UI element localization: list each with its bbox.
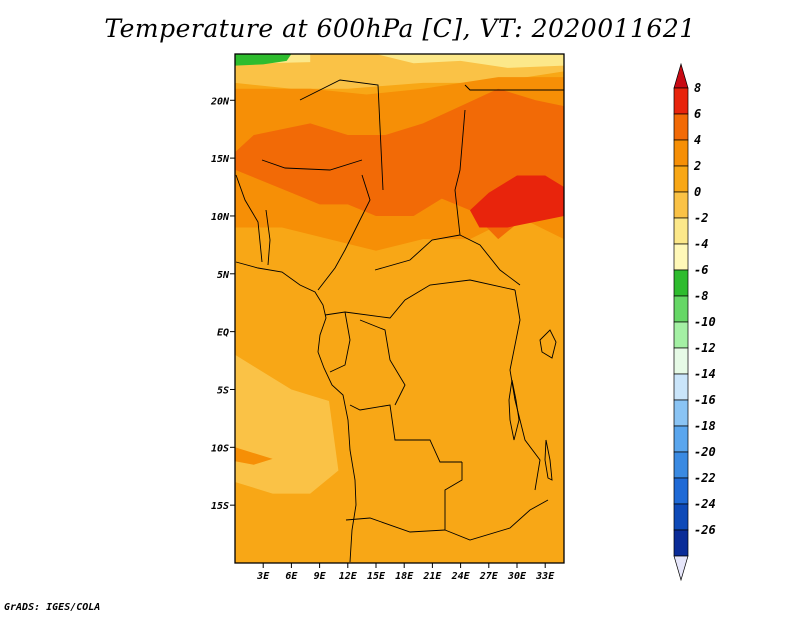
colorbar-label: -6 — [694, 263, 708, 277]
border-drc-west — [359, 319, 406, 406]
region-north-cold — [235, 54, 292, 66]
coastline — [235, 261, 357, 563]
colorbar-swatch — [673, 425, 689, 453]
colorbar-label: -10 — [694, 315, 716, 329]
y-tick-label: 10S — [211, 443, 229, 454]
colorbar-label: -2 — [694, 211, 708, 225]
border-cameroon — [317, 174, 371, 291]
colorbar-label: 6 — [694, 107, 701, 121]
border-drc-east — [509, 289, 541, 491]
border-nigeria-niger — [261, 159, 363, 171]
border-niger-libya — [299, 79, 384, 191]
colorbar-under-arrow — [673, 555, 689, 582]
region-north-cool-2 — [376, 54, 564, 68]
colorbar-swatch — [673, 529, 689, 557]
border-gabon — [329, 311, 351, 373]
border-benin — [265, 209, 271, 266]
colorbar-swatch — [673, 243, 689, 271]
y-tick-label: 5N — [217, 270, 230, 281]
colorbar-swatch — [673, 191, 689, 219]
colorbar-swatch — [673, 399, 689, 427]
colorbar-swatch — [673, 165, 689, 193]
x-tick-label: 30E — [507, 571, 527, 582]
axis-ticks: 3E 6E 9E 12E 15E 18E 21E 24E 27E 30E 33E 20N 15N 10N 5… — [210, 96, 555, 582]
x-tick-label: 3E — [256, 571, 270, 582]
colorbar-label: -4 — [694, 237, 708, 251]
region-sudan-hot — [470, 175, 564, 228]
colorbar-label: -18 — [694, 419, 716, 433]
lake-tanganyika — [508, 379, 520, 441]
colorbar-label: 8 — [694, 81, 701, 95]
colorbar-swatch — [673, 451, 689, 479]
x-tick-label: 15E — [367, 571, 386, 582]
colorbar-label: 0 — [694, 185, 701, 199]
y-tick-label: 20N — [210, 96, 230, 107]
colorbar-label: -16 — [694, 393, 716, 407]
border-car — [374, 234, 461, 271]
country-borders — [235, 79, 564, 563]
colorbar-swatch — [673, 321, 689, 349]
colorbar-label: -12 — [694, 341, 716, 355]
colorbar-swatch — [673, 347, 689, 375]
plot-frame — [234, 53, 565, 564]
grads-credit: GrADS: IGES/COLA — [4, 602, 101, 613]
colorbar-label: -26 — [694, 523, 716, 537]
x-tick-label: 33E — [535, 571, 555, 582]
chart-title: Temperature at 600hPa [C], VT: 202001162… — [104, 14, 696, 43]
colorbar-swatch — [673, 113, 689, 141]
border-mali — [235, 174, 263, 263]
colorbar: 8 6 4 2 0 -2 -4 -6 -8 -10 -12 -14 -16 -18 -20 -22 -24 -26 — [673, 62, 716, 582]
colorbar-swatch — [673, 295, 689, 323]
lake-east — [539, 329, 557, 359]
y-tick-label: 10N — [211, 212, 230, 223]
border-zambia — [444, 462, 549, 541]
y-tick-label: 15S — [211, 501, 229, 512]
colorbar-label: 2 — [693, 159, 701, 173]
colorbar-label: -8 — [694, 289, 708, 303]
y-tick-label: EQ — [217, 328, 229, 339]
border-angola-north — [349, 404, 462, 463]
colorbar-swatch — [673, 217, 689, 245]
x-tick-label: 27E — [479, 571, 499, 582]
colorbar-label: -20 — [694, 445, 716, 459]
region-angola-warm — [235, 447, 273, 465]
colorbar-swatch — [673, 503, 689, 531]
x-tick-label: 18E — [395, 571, 414, 582]
colorbar-swatch — [673, 87, 689, 115]
colorbar-label: -24 — [694, 497, 716, 511]
border-libya-egypt — [464, 84, 564, 91]
x-tick-label: 9E — [314, 571, 327, 582]
colorbar-swatch — [673, 269, 689, 297]
colorbar-swatch — [673, 477, 689, 505]
lake-malawi — [544, 439, 553, 481]
temperature-field — [235, 54, 564, 563]
y-tick-label: 5S — [217, 385, 229, 396]
colorbar-label: 4 — [694, 133, 701, 147]
x-tick-label: 24E — [451, 571, 471, 582]
colorbar-label: -22 — [694, 471, 716, 485]
colorbar-swatch — [673, 373, 689, 401]
colorbar-over-arrow — [673, 62, 689, 89]
colorbar-label: -14 — [694, 367, 716, 381]
y-tick-label: 15N — [211, 154, 230, 165]
x-tick-label: 12E — [339, 571, 358, 582]
border-angola-south — [345, 517, 446, 533]
x-tick-label: 21E — [422, 571, 442, 582]
x-tick-label: 6E — [285, 571, 298, 582]
colorbar-swatch — [673, 139, 689, 167]
